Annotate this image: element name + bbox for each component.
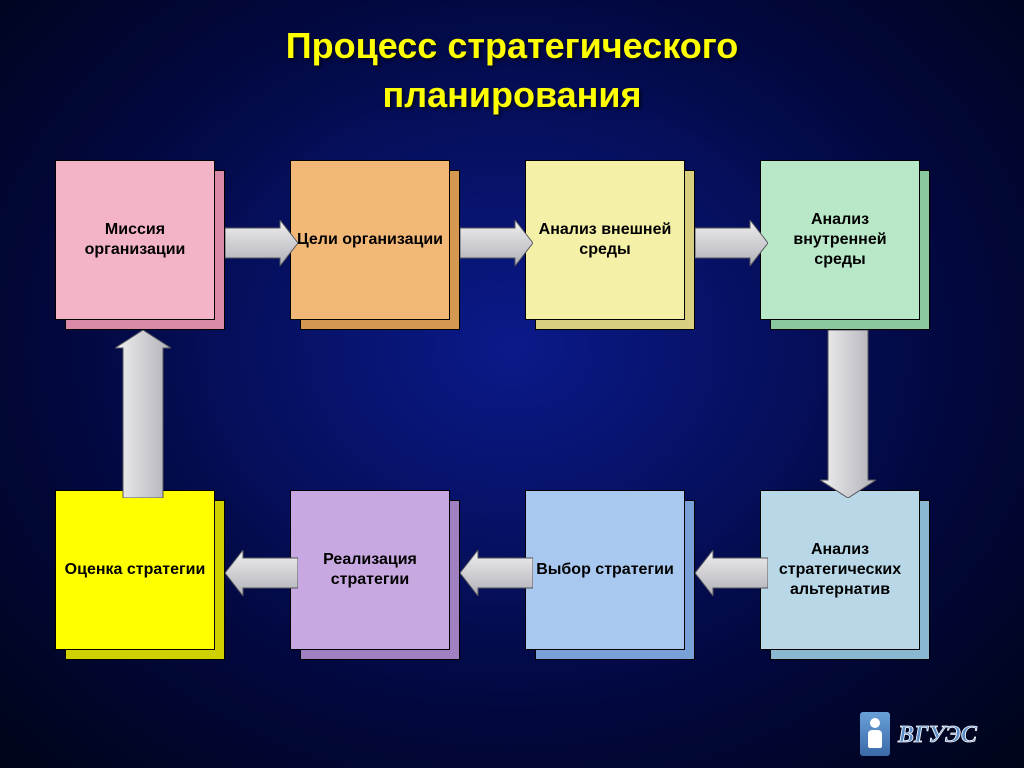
arrow-mission-goals: [225, 220, 298, 271]
node-label: Выбор стратегии: [525, 490, 685, 650]
arrow-external-internal: [695, 220, 768, 271]
node-label: Цели организации: [290, 160, 450, 320]
node-eval: Оценка стратегии: [55, 490, 225, 660]
node-internal: Анализ внутренней среды: [760, 160, 930, 330]
logo: ВГУЭС: [860, 712, 1006, 756]
node-label: Анализ стратегических альтернатив: [760, 490, 920, 650]
node-label: Анализ внешней среды: [525, 160, 685, 320]
node-mission: Миссия организации: [55, 160, 225, 330]
node-impl: Реализация стратегии: [290, 490, 460, 660]
logo-text: ВГУЭС: [896, 716, 1006, 752]
node-choice: Выбор стратегии: [525, 490, 695, 660]
node-label: Анализ внутренней среды: [760, 160, 920, 320]
arrow-internal-altern: [820, 330, 876, 503]
node-altern: Анализ стратегических альтернатив: [760, 490, 930, 660]
arrow-goals-external: [460, 220, 533, 271]
arrow-choice-impl: [460, 550, 533, 601]
title-line-2: планирования: [382, 74, 641, 115]
logo-icon: [860, 712, 890, 756]
node-label: Реализация стратегии: [290, 490, 450, 650]
node-external: Анализ внешней среды: [525, 160, 695, 330]
node-label: Миссия организации: [55, 160, 215, 320]
arrow-eval-mission: [115, 330, 171, 503]
title-line-1: Процесс стратегического: [286, 25, 739, 66]
node-label: Оценка стратегии: [55, 490, 215, 650]
page-title: Процесс стратегического планирования: [0, 0, 1024, 119]
arrow-impl-eval: [225, 550, 298, 601]
node-goals: Цели организации: [290, 160, 460, 330]
svg-text:ВГУЭС: ВГУЭС: [897, 722, 978, 748]
flowchart: Миссия организации Цели организации Анализ…: [0, 150, 1024, 710]
arrow-altern-choice: [695, 550, 768, 601]
